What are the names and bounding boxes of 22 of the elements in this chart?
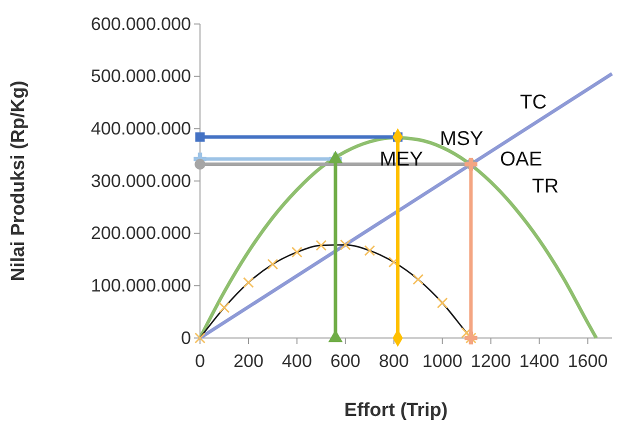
x-tick-label: 1000 bbox=[422, 350, 462, 371]
annotation: TR bbox=[532, 175, 559, 198]
y-tick-label: 300.000.000 bbox=[90, 170, 191, 191]
y-tick-label: 0 bbox=[180, 328, 191, 348]
x-tick-label: 200 bbox=[233, 350, 264, 371]
y-tick-label: 100.000.000 bbox=[90, 275, 191, 296]
y-tick-label: 400.000.000 bbox=[90, 118, 191, 138]
x-axis-title: Effort (Trip) bbox=[344, 400, 448, 421]
y-axis-title: Nilai Produksi (Rp/Kg) bbox=[8, 80, 29, 282]
x-tick-label: 600 bbox=[330, 350, 360, 371]
annotation: MSY bbox=[440, 128, 484, 150]
y-tick-label: 600.000.000 bbox=[90, 14, 191, 34]
x-tick-label: 0 bbox=[194, 350, 206, 371]
annotation: OAE bbox=[500, 148, 542, 170]
annotation: TC bbox=[520, 91, 547, 114]
x-tick-label: 800 bbox=[378, 350, 409, 371]
x-tick-label: 400 bbox=[282, 350, 312, 371]
x-tick-label: 1600 bbox=[568, 350, 608, 371]
x-tick-label: 1200 bbox=[470, 350, 511, 371]
x-tick-label: 1400 bbox=[519, 350, 560, 371]
y-tick-label: 200.000.000 bbox=[90, 223, 191, 244]
y-tick-label: 500.000.000 bbox=[90, 66, 191, 86]
